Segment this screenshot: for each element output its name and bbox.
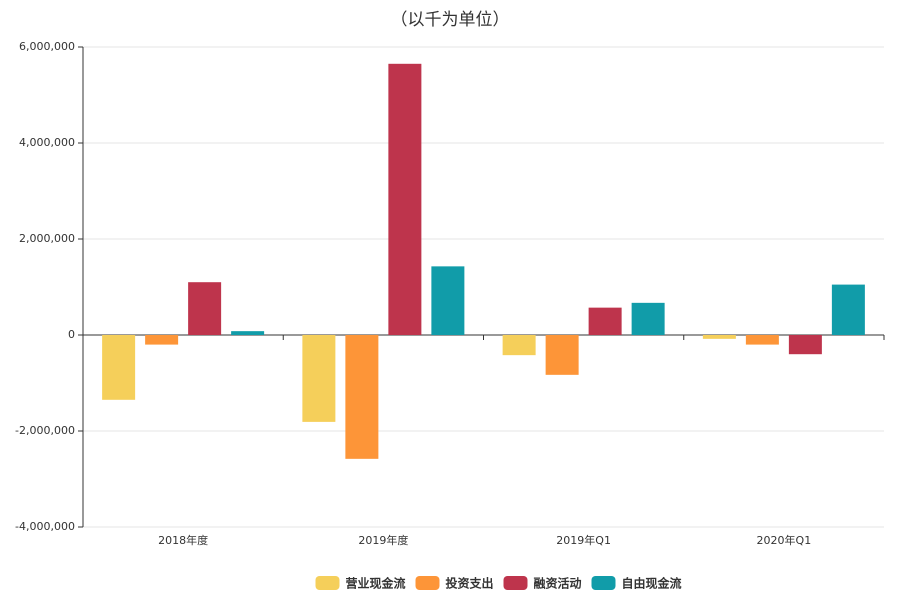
bar [631, 302, 665, 335]
bar [302, 335, 336, 422]
bar [502, 335, 536, 356]
y-tick-label: 4,000,000 [19, 136, 75, 149]
bar [188, 282, 222, 335]
x-tick-label: 2020年Q1 [757, 533, 812, 547]
bar [788, 335, 822, 355]
legend-label: 融资活动 [534, 576, 582, 591]
bar [545, 335, 579, 375]
chart-title: （以千为单位） [391, 10, 510, 30]
x-tick-label: 2019年度 [358, 533, 408, 547]
legend-label: 投资支出 [446, 576, 494, 591]
bar [702, 335, 736, 339]
legend-label: 营业现金流 [346, 576, 406, 591]
legend-swatch [415, 576, 440, 590]
legend-swatch [503, 576, 528, 590]
bar [831, 284, 865, 335]
bar [102, 335, 136, 400]
legend-swatch [315, 576, 340, 590]
bar [231, 331, 265, 335]
bar [388, 63, 422, 336]
legend-label: 自由现金流 [622, 576, 682, 591]
x-tick-label: 2019年Q1 [556, 533, 611, 547]
x-tick-label: 2018年度 [158, 533, 208, 547]
y-tick-label: 6,000,000 [19, 40, 75, 53]
y-tick-label: 2,000,000 [19, 232, 75, 245]
bar [588, 307, 622, 335]
bar [431, 266, 465, 335]
y-tick-label: -2,000,000 [15, 424, 75, 437]
legend-swatch [591, 576, 616, 590]
y-tick-label: -4,000,000 [15, 520, 75, 533]
bar [745, 335, 779, 345]
bar [345, 335, 379, 459]
bar [145, 335, 179, 345]
y-tick-label: 0 [68, 328, 75, 341]
